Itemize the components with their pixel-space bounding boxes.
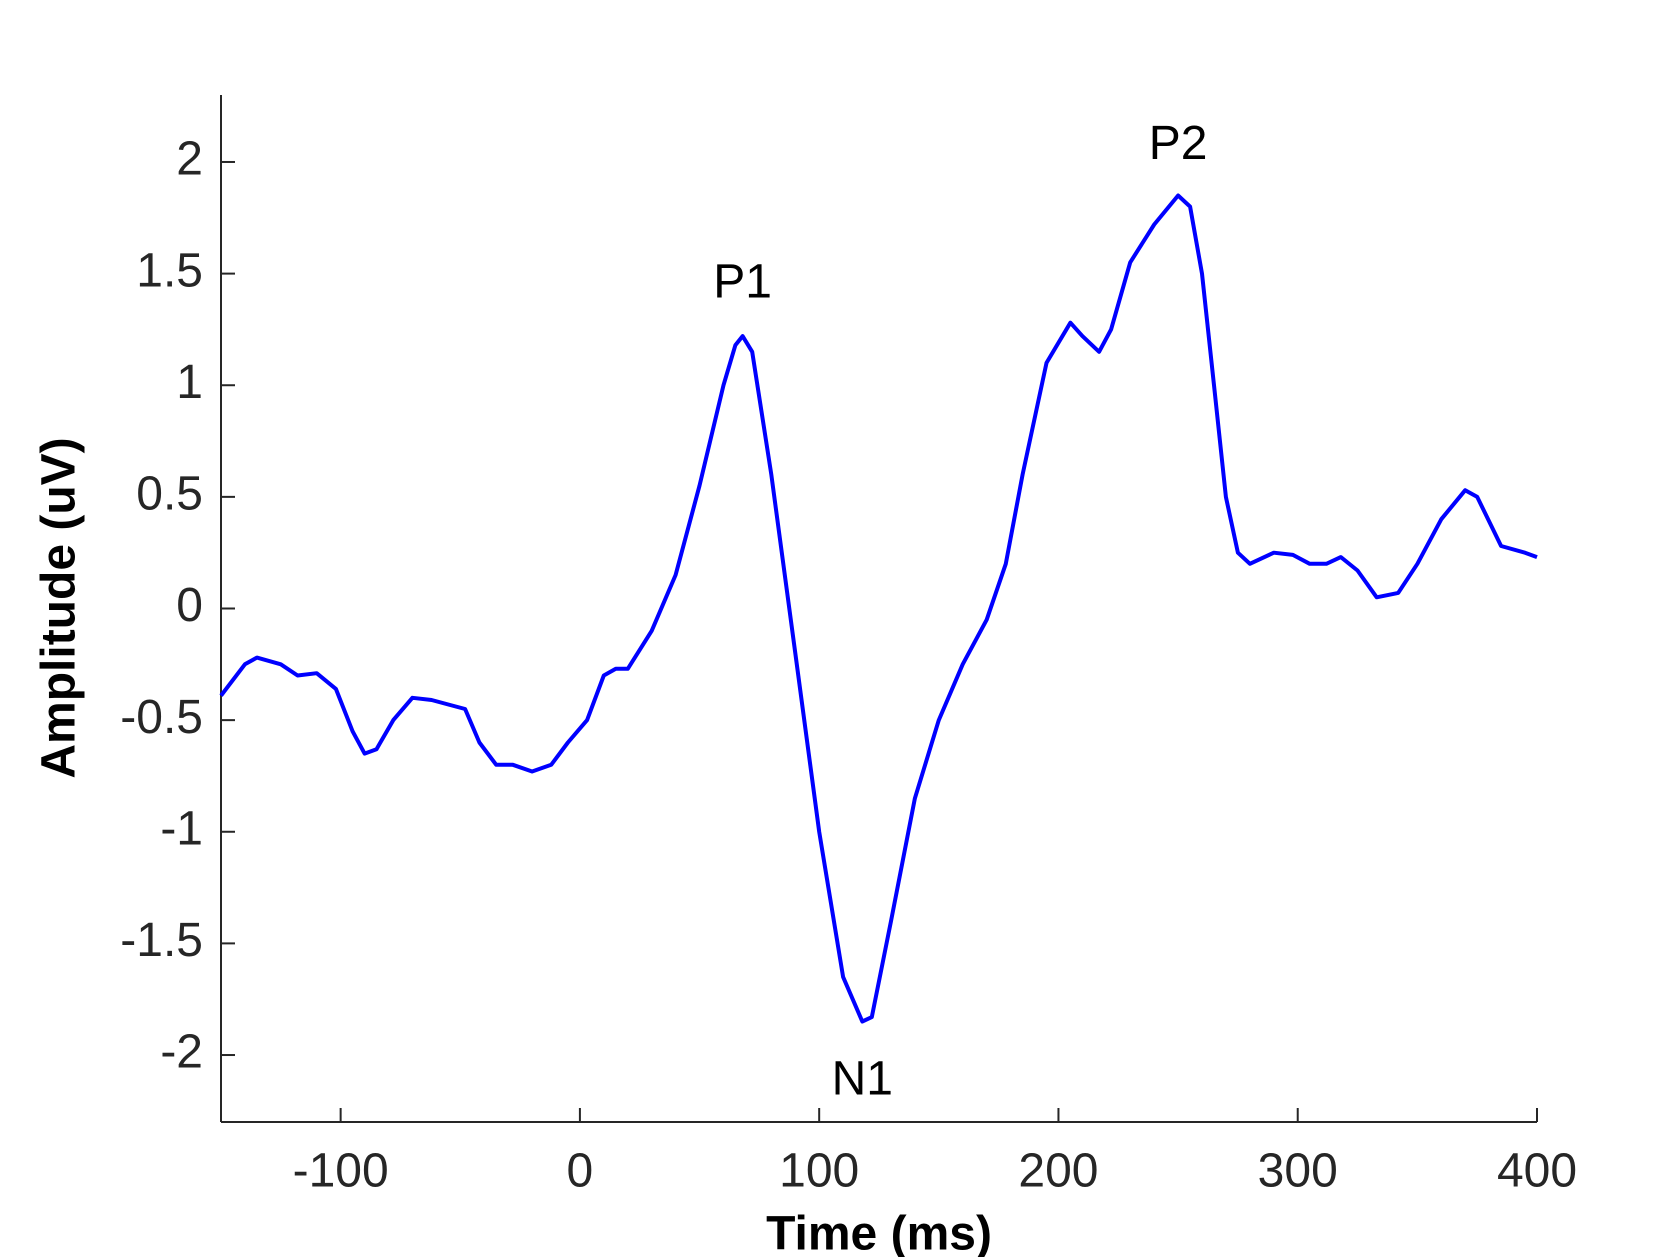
annotation: P2: [1149, 117, 1208, 170]
x-tick-label: 100: [779, 1145, 859, 1198]
y-tick-label: -0.5: [120, 691, 203, 744]
y-tick-label: -2: [160, 1026, 203, 1079]
x-tick-label: 0: [567, 1145, 594, 1198]
x-tick-label: -100: [293, 1145, 389, 1198]
y-tick-label: 1: [176, 356, 203, 409]
x-tick-label: 200: [1018, 1145, 1098, 1198]
y-tick-label: -1.5: [120, 914, 203, 967]
annotation: P1: [713, 255, 772, 308]
y-tick-label: 0: [176, 579, 203, 632]
annotation: N1: [832, 1052, 893, 1105]
line-series: [219, 193, 1538, 1024]
y-tick-label: 1.5: [136, 244, 203, 297]
y-axis-label: Amplitude (uV): [33, 437, 86, 778]
x-tick-label: 300: [1258, 1145, 1338, 1198]
x-axis-label: Time (ms): [766, 1208, 992, 1257]
y-tick-label: 0.5: [136, 468, 203, 521]
x-tick-label: 400: [1497, 1145, 1577, 1198]
y-tick-label: -1: [160, 802, 203, 855]
y-tick-label: 2: [176, 133, 203, 186]
